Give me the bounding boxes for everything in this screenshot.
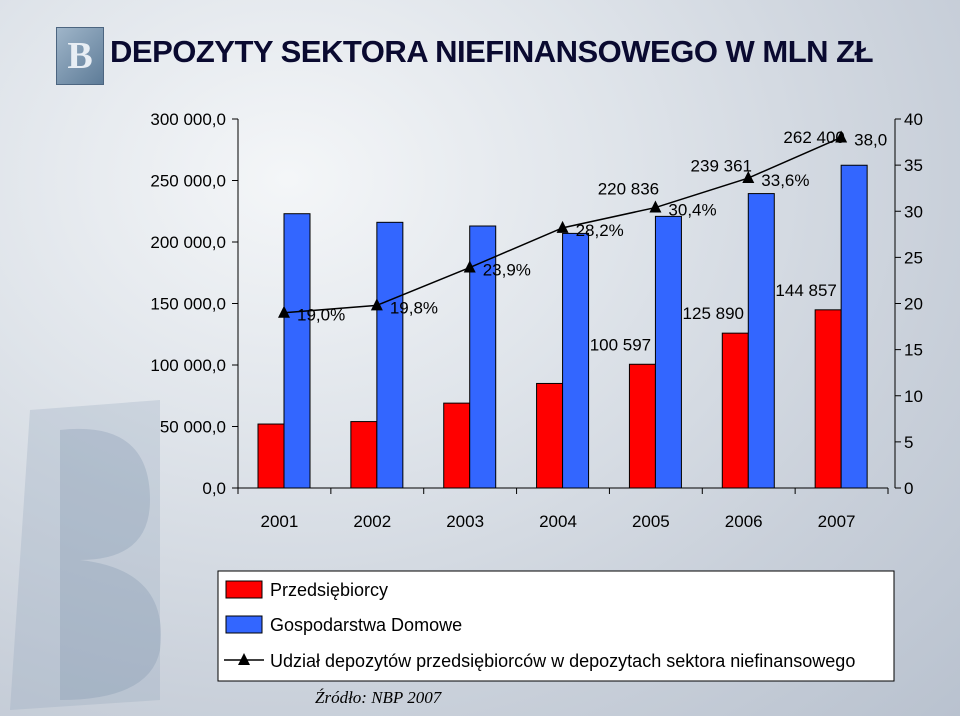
line-value-label: 23,9% (483, 261, 531, 280)
line-value-label: 33,6% (761, 171, 809, 190)
y2-tick-label: 15 (904, 341, 923, 360)
bar-gospodarstwa (283, 213, 311, 489)
line-value-label: 30,4% (668, 201, 716, 220)
legend-box (217, 570, 895, 682)
bar-value-label: 239 361 (691, 157, 752, 176)
y-tick-label: 100 000,0 (150, 356, 226, 375)
bank-logo: B (56, 27, 104, 85)
line-marker-triangle (649, 200, 662, 213)
line-value-label: 28,2% (576, 221, 624, 240)
y2-tick-label: 35 (904, 156, 923, 175)
page-title: DEPOZYTY SEKTORA NIEFINANSOWEGO W MLN ZŁ (110, 34, 874, 69)
x-tick-label: 2004 (539, 512, 577, 531)
legend-swatch-gospodarstwa (225, 615, 263, 634)
y2-tick-label: 40 (904, 110, 923, 129)
x-tick-label: 2001 (261, 512, 299, 531)
bar-przedsiebiorcy (350, 421, 378, 489)
bar-gospodarstwa (840, 164, 868, 489)
y-tick-label: 250 000,0 (150, 172, 226, 191)
y2-tick-label: 10 (904, 387, 923, 406)
line-marker-triangle (742, 171, 755, 184)
bar-value-label: 144 857 (775, 281, 836, 300)
bar-przedsiebiorcy (257, 423, 285, 489)
y2-tick-label: 25 (904, 248, 923, 267)
y2-tick-label: 0 (904, 479, 913, 498)
bar-gospodarstwa (747, 193, 775, 489)
legend-triangle-icon (238, 653, 250, 665)
y2-tick-label: 20 (904, 295, 923, 314)
line-value-label: 19,8% (390, 298, 438, 317)
y2-tick-label: 30 (904, 202, 923, 221)
line-marker-triangle (278, 305, 290, 318)
bar-gospodarstwa (562, 232, 590, 489)
bar-value-label: 262 400 (783, 128, 844, 147)
legend-swatch-przedsiebiorcy (225, 580, 263, 599)
y-tick-label: 0,0 (202, 479, 226, 498)
x-tick-label: 2006 (725, 512, 763, 531)
line-value-label: 19,0% (297, 306, 345, 325)
y-tick-label: 50 000,0 (160, 418, 226, 437)
bar-gospodarstwa (376, 221, 404, 489)
bar-przedsiebiorcy (443, 402, 471, 489)
y-tick-label: 200 000,0 (150, 233, 226, 252)
bar-przedsiebiorcy (814, 309, 842, 489)
line-marker-triangle (835, 130, 848, 143)
y-tick-label: 300 000,0 (150, 110, 226, 129)
line-marker-triangle (370, 298, 383, 311)
legend-label: Udział depozytów przedsiębiorców w depoz… (270, 651, 855, 671)
line-value-label: 38,0 (854, 130, 887, 149)
y2-tick-label: 5 (904, 433, 913, 452)
line-marker-triangle (556, 220, 569, 233)
y-tick-label: 150 000,0 (150, 295, 226, 314)
x-tick-label: 2002 (353, 512, 391, 531)
x-tick-label: 2005 (632, 512, 670, 531)
bar-przedsiebiorcy (721, 332, 749, 489)
bar-przedsiebiorcy (628, 363, 656, 489)
bar-value-label: 100 597 (590, 335, 651, 354)
bar-value-label: 220 836 (598, 179, 659, 198)
bar-gospodarstwa (654, 215, 682, 489)
bar-value-label: 125 890 (683, 304, 744, 323)
bar-przedsiebiorcy (536, 382, 564, 489)
source-note: Źródło: NBP 2007 (315, 688, 442, 707)
x-tick-label: 2007 (818, 512, 856, 531)
x-tick-label: 2003 (446, 512, 484, 531)
legend-label: Przedsiębiorcy (270, 580, 388, 600)
line-marker-triangle (463, 260, 476, 273)
legend-label: Gospodarstwa Domowe (270, 615, 462, 635)
